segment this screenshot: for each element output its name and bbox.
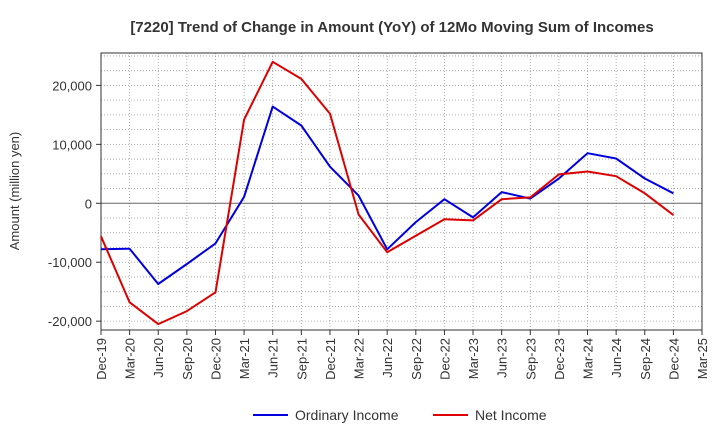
series-lines — [100, 60, 675, 326]
legend: Ordinary Income Net Income — [253, 407, 547, 423]
y-tick-label: 0 — [85, 196, 92, 211]
y-tick-label: 10,000 — [52, 137, 92, 152]
x-tick-label: Sep-23 — [523, 338, 538, 380]
x-tick-label: Dec-21 — [323, 338, 338, 380]
x-tick-label: Dec-20 — [208, 338, 223, 380]
x-tick-label: Dec-19 — [94, 338, 109, 380]
chart-title: [7220] Trend of Change in Amount (YoY) o… — [130, 19, 653, 36]
y-axis-label: Amount (million yen) — [7, 132, 22, 251]
x-tick-label: Sep-20 — [180, 338, 195, 380]
x-tick-label: Mar-25 — [695, 338, 710, 379]
x-tick-label: Dec-22 — [437, 338, 452, 380]
y-tick-label: -20,000 — [48, 314, 92, 329]
legend-label-net-income: Net Income — [475, 407, 547, 423]
series-line-ordinary-income — [100, 105, 674, 285]
x-tick-label: Jun-23 — [495, 338, 510, 378]
x-tick-label: Jun-20 — [151, 338, 166, 378]
y-axis-ticks: -20,000 -10,000 0 10,000 20,000 — [48, 78, 101, 329]
series-line-net-income — [100, 60, 675, 326]
plot-area-frame — [100, 52, 703, 331]
x-tick-label: Mar-24 — [581, 338, 596, 379]
y-tick-label: -10,000 — [48, 255, 92, 270]
x-tick-label: Jun-24 — [609, 338, 624, 378]
x-tick-label: Sep-24 — [638, 338, 653, 380]
grid-lines — [101, 53, 702, 330]
x-tick-label: Mar-20 — [123, 338, 138, 379]
x-tick-label: Sep-21 — [294, 338, 309, 380]
y-tick-label: 20,000 — [52, 78, 92, 93]
x-tick-label: Jun-22 — [380, 338, 395, 378]
x-tick-label: Mar-22 — [352, 338, 367, 379]
x-tick-label: Mar-23 — [466, 338, 481, 379]
x-tick-label: Dec-23 — [552, 338, 567, 380]
x-tick-label: Jun-21 — [266, 338, 281, 378]
x-tick-label: Mar-21 — [237, 338, 252, 379]
x-tick-label: Dec-24 — [666, 338, 681, 380]
legend-label-ordinary-income: Ordinary Income — [295, 407, 399, 423]
x-axis-ticks: Dec-19 Mar-20 Jun-20 Sep-20 Dec-20 Mar-21 Jun-… — [94, 330, 710, 380]
x-tick-label: Sep-22 — [409, 338, 424, 380]
